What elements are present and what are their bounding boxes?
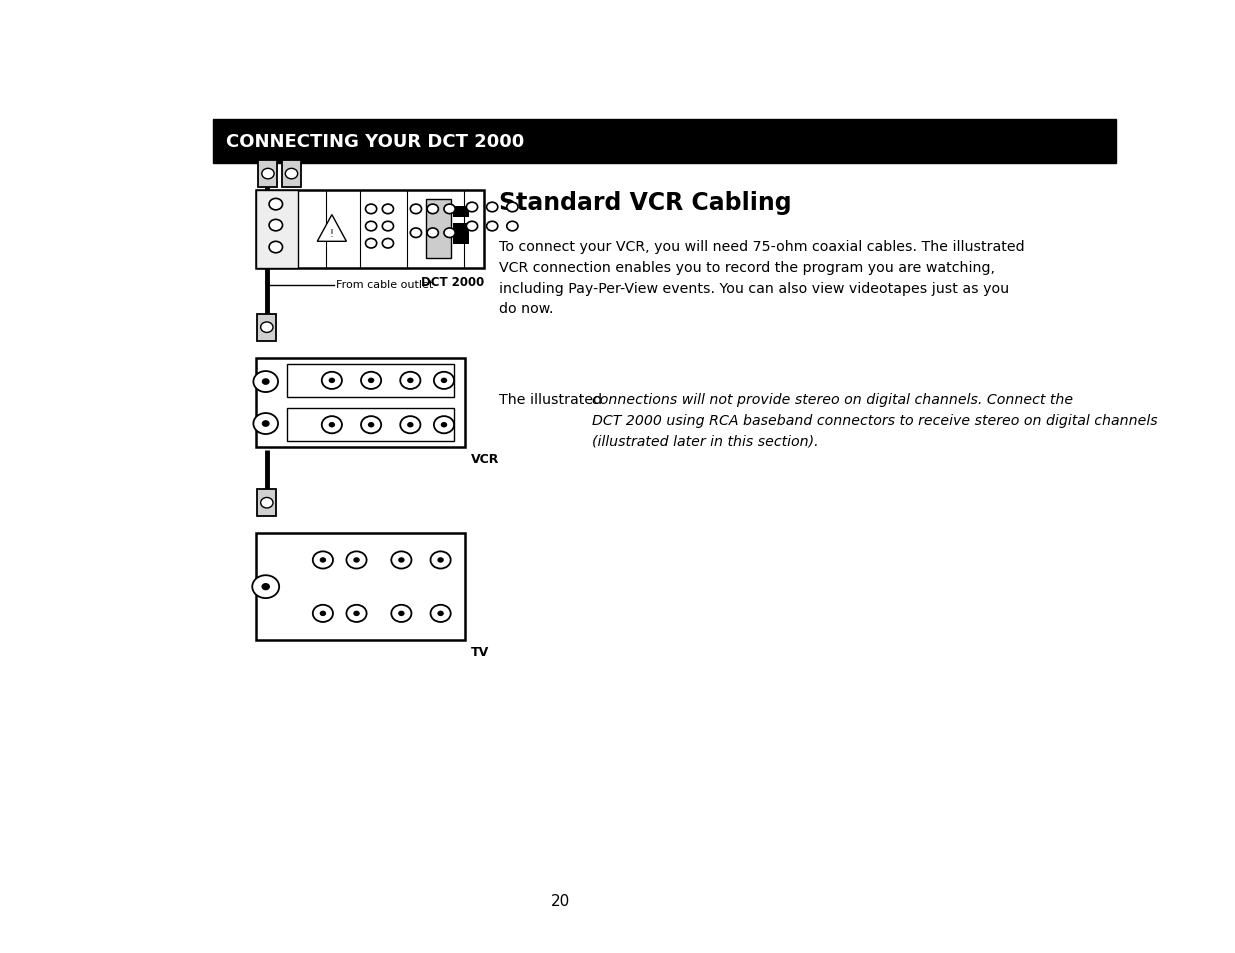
Text: TV: TV: [471, 645, 489, 659]
Bar: [426, 200, 451, 259]
Text: R: R: [345, 578, 351, 588]
Circle shape: [383, 222, 394, 232]
Text: To connect your VCR, you will need 75-ohm coaxial cables. The illustrated
VCR co: To connect your VCR, you will need 75-oh…: [499, 240, 1025, 315]
Circle shape: [353, 558, 359, 563]
Text: The illustrated: The illustrated: [499, 393, 606, 407]
Circle shape: [506, 203, 517, 213]
Circle shape: [427, 229, 438, 238]
Circle shape: [269, 242, 283, 253]
Circle shape: [398, 558, 405, 563]
Circle shape: [398, 611, 405, 617]
Circle shape: [322, 416, 342, 434]
Circle shape: [433, 373, 454, 390]
Circle shape: [253, 372, 278, 393]
Circle shape: [506, 222, 517, 232]
Text: 20: 20: [551, 893, 571, 908]
Circle shape: [253, 414, 278, 435]
Circle shape: [433, 416, 454, 434]
Circle shape: [361, 373, 382, 390]
Text: L: L: [364, 578, 369, 588]
Circle shape: [368, 422, 374, 428]
Circle shape: [383, 205, 394, 214]
Circle shape: [368, 378, 374, 384]
Bar: [287, 365, 454, 397]
Circle shape: [361, 416, 382, 434]
Bar: [257, 490, 277, 517]
Text: From cable outlet: From cable outlet: [336, 280, 433, 290]
Bar: [256, 191, 484, 269]
Circle shape: [443, 205, 456, 214]
Circle shape: [437, 611, 443, 617]
Text: Standard VCR Cabling: Standard VCR Cabling: [499, 191, 792, 214]
Circle shape: [261, 498, 273, 509]
Bar: [453, 224, 468, 245]
Text: VCR: VCR: [471, 453, 499, 466]
Circle shape: [441, 422, 447, 428]
Circle shape: [269, 199, 283, 211]
Circle shape: [487, 203, 498, 213]
Circle shape: [467, 222, 478, 232]
Circle shape: [400, 416, 420, 434]
Bar: [257, 314, 277, 341]
Bar: [256, 534, 466, 640]
Circle shape: [487, 222, 498, 232]
Circle shape: [366, 222, 377, 232]
Circle shape: [431, 605, 451, 622]
Bar: [256, 358, 466, 448]
Circle shape: [329, 378, 335, 384]
Circle shape: [400, 373, 420, 390]
Circle shape: [320, 558, 326, 563]
Circle shape: [320, 611, 326, 617]
Circle shape: [408, 422, 414, 428]
Circle shape: [391, 605, 411, 622]
Circle shape: [408, 378, 414, 384]
Bar: [287, 409, 454, 442]
Circle shape: [329, 422, 335, 428]
Circle shape: [262, 378, 269, 386]
Circle shape: [366, 205, 377, 214]
Circle shape: [410, 205, 421, 214]
Circle shape: [431, 552, 451, 569]
Circle shape: [443, 229, 456, 238]
Circle shape: [312, 552, 333, 569]
Circle shape: [437, 558, 443, 563]
Bar: [282, 161, 301, 188]
Circle shape: [410, 229, 421, 238]
Circle shape: [441, 378, 447, 384]
Circle shape: [262, 420, 269, 428]
Text: DCT 2000: DCT 2000: [421, 275, 484, 289]
Bar: [453, 207, 468, 218]
Text: !: !: [330, 229, 333, 238]
Circle shape: [252, 576, 279, 598]
Circle shape: [312, 605, 333, 622]
Bar: [212, 120, 1115, 164]
Polygon shape: [317, 215, 347, 242]
Bar: [256, 191, 298, 269]
Circle shape: [347, 605, 367, 622]
Circle shape: [366, 239, 377, 249]
Circle shape: [467, 203, 478, 213]
Bar: [258, 161, 278, 188]
Circle shape: [391, 552, 411, 569]
Circle shape: [383, 239, 394, 249]
Circle shape: [427, 205, 438, 214]
Text: connections will not provide stereo on digital channels. Connect the
DCT 2000 us: connections will not provide stereo on d…: [592, 393, 1157, 448]
Circle shape: [322, 373, 342, 390]
Circle shape: [261, 322, 273, 333]
Circle shape: [262, 583, 270, 591]
Text: CONNECTING YOUR DCT 2000: CONNECTING YOUR DCT 2000: [226, 133, 525, 151]
Circle shape: [262, 170, 274, 179]
Circle shape: [285, 170, 298, 179]
Circle shape: [269, 220, 283, 232]
Circle shape: [353, 611, 359, 617]
Circle shape: [347, 552, 367, 569]
